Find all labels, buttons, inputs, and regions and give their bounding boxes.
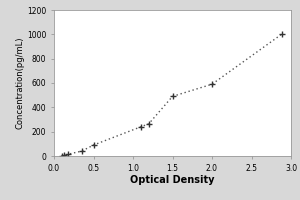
X-axis label: Optical Density: Optical Density xyxy=(130,175,215,185)
Y-axis label: Concentration(pg/mL): Concentration(pg/mL) xyxy=(15,37,24,129)
